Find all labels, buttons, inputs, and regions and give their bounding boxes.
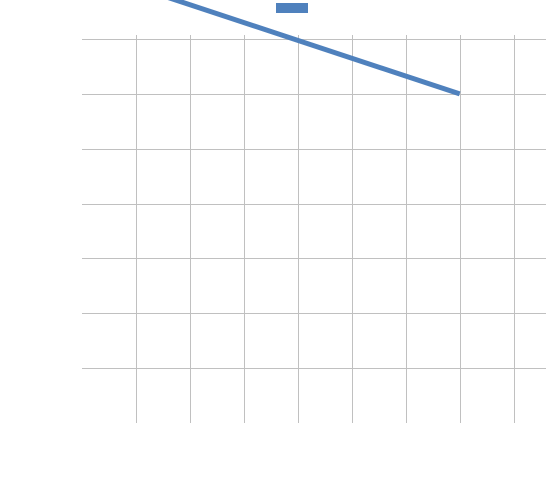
chart-grid [82,35,546,423]
legend-swatch [276,3,308,13]
chart-series [167,0,461,97]
chart-legend [276,3,308,13]
series-line-1 [167,0,461,97]
